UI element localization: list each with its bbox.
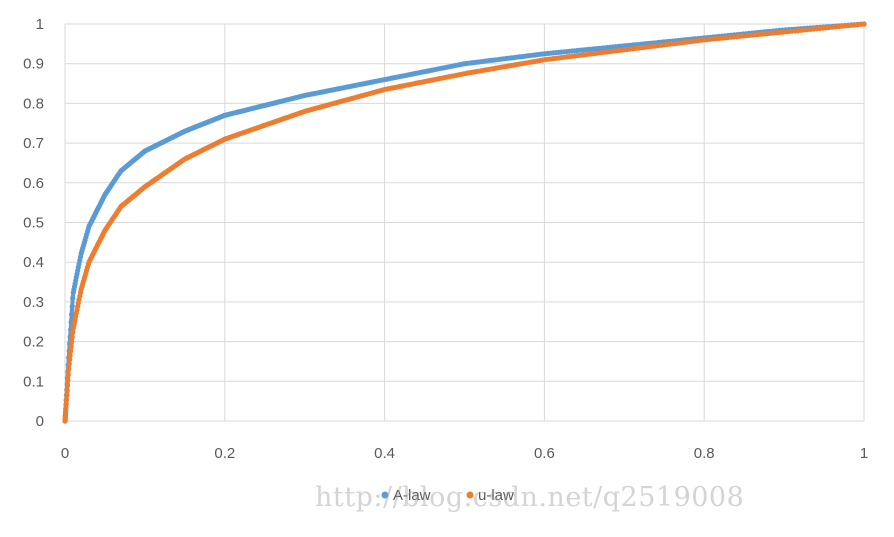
data-point	[67, 352, 73, 359]
data-point	[69, 311, 75, 317]
y-tick-label: 0.1	[23, 373, 44, 390]
series-u-law	[62, 21, 867, 424]
legend: A-law u-law	[381, 487, 514, 504]
data-point	[63, 397, 70, 403]
y-tick-label: 0	[36, 413, 44, 430]
legend-marker-a-law	[381, 491, 389, 499]
data-point	[70, 329, 76, 335]
series-layer	[62, 21, 867, 424]
x-tick-label: 0.8	[694, 445, 715, 462]
y-tick-label: 0.2	[23, 334, 44, 351]
y-tick-label: 0.4	[23, 254, 44, 271]
y-tick-label: 0.3	[23, 294, 44, 311]
data-point	[69, 303, 75, 309]
x-tick-label: 0.6	[534, 445, 555, 462]
legend-marker-u-law	[466, 491, 474, 499]
y-tick-label: 0.6	[23, 175, 44, 192]
data-point	[63, 401, 69, 407]
data-point	[69, 339, 75, 345]
y-axis-ticks: 0 0.1 0.2 0.3 0.4 0.5 0.6 0.7 0.8 0.9 1	[23, 16, 44, 430]
data-point	[69, 334, 75, 340]
data-point	[68, 348, 74, 354]
data-point	[64, 392, 70, 398]
grid-lines	[64, 23, 865, 422]
legend-label-a-law: A-law	[393, 487, 431, 504]
legend-label-u-law: u-law	[478, 487, 514, 504]
watermark-text: http://blog.csdn.net/q2519008	[315, 482, 745, 513]
data-point	[64, 388, 70, 394]
data-point	[64, 383, 71, 389]
x-tick-label: 0	[61, 445, 69, 462]
y-tick-label: 1	[36, 16, 44, 33]
data-point	[63, 405, 69, 411]
data-point	[861, 21, 867, 27]
y-tick-label: 0.7	[23, 135, 44, 152]
y-tick-label: 0.8	[23, 95, 44, 112]
data-point	[66, 361, 72, 367]
y-tick-label: 0.9	[23, 56, 44, 73]
data-point	[67, 357, 73, 363]
data-point	[65, 372, 71, 378]
data-point	[70, 295, 76, 301]
x-tick-label: 1	[860, 445, 868, 462]
x-tick-label: 0.4	[374, 445, 395, 462]
x-axis-ticks: 0 0.2 0.4 0.6 0.8 1	[61, 445, 868, 462]
x-tick-label: 0.2	[214, 445, 235, 462]
y-tick-label: 0.5	[23, 215, 44, 232]
data-point	[68, 344, 74, 350]
data-point	[65, 377, 71, 383]
data-point	[66, 366, 72, 372]
